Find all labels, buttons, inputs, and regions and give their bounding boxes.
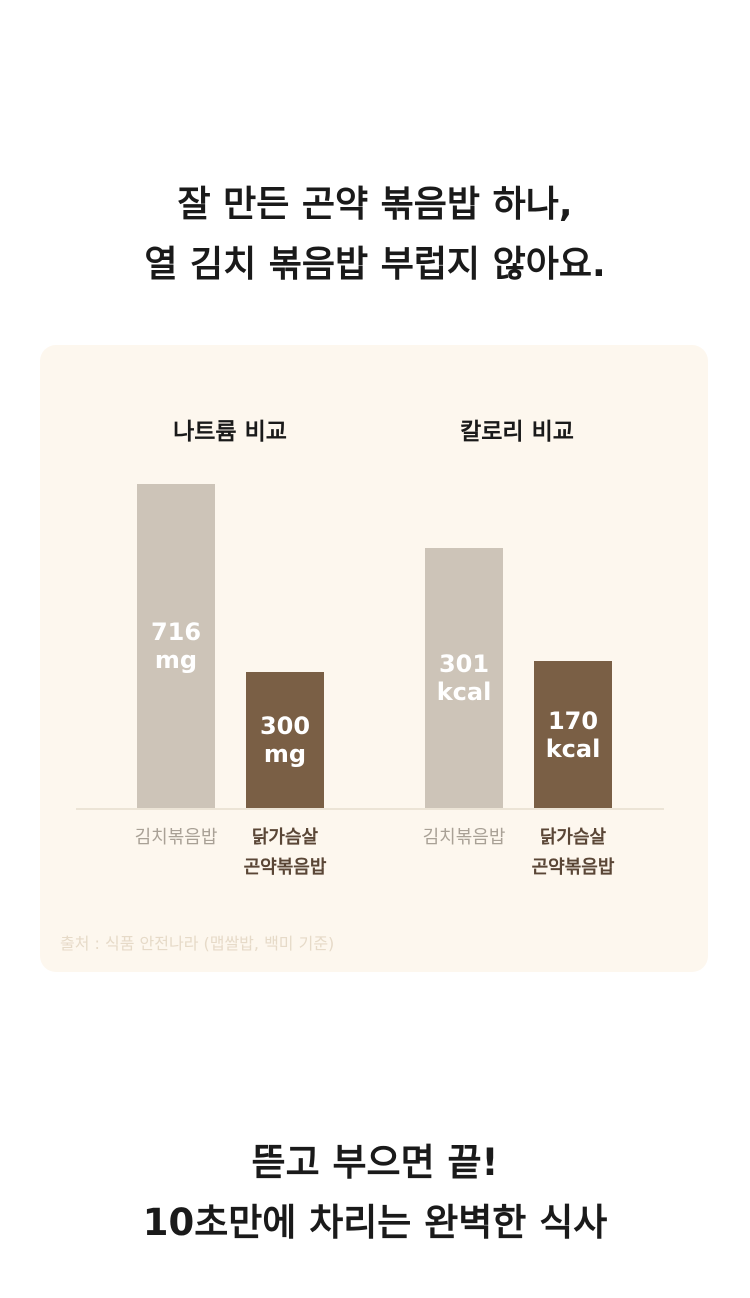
bar: 301 kcal [425,548,503,808]
category-label: 김치볶음밥 [422,827,506,848]
bar: 716 mg [137,484,215,808]
headline: 잘 만든 곤약 볶음밥 하나, 열 김치 볶음밥 부럽지 않아요. [144,184,606,285]
source-note: 출처 : 식품 안전나라 (맵쌀밥, 백미 기준) [60,934,335,953]
chart-title: 나트륨 비교 [173,419,287,445]
category-label: 닭가슴살 곤약볶음밥 [531,827,615,878]
baseline [76,808,376,810]
bar: 170 kcal [534,661,612,808]
footer-headline: 뜯고 부으면 끝! 10초만에 차리는 완벽한 식사 [142,1141,608,1244]
chart-title: 칼로리 비교 [460,419,574,445]
value-label: 300 mg [259,712,311,769]
baseline [364,808,664,810]
value-label: 170 kcal [545,706,601,763]
category-label: 닭가슴살 곤약볶음밥 [243,827,327,878]
bar: 300 mg [246,672,324,808]
value-label: 716 mg [150,618,202,674]
value-label: 301 kcal [436,650,492,706]
category-label: 김치볶음밥 [134,827,218,848]
